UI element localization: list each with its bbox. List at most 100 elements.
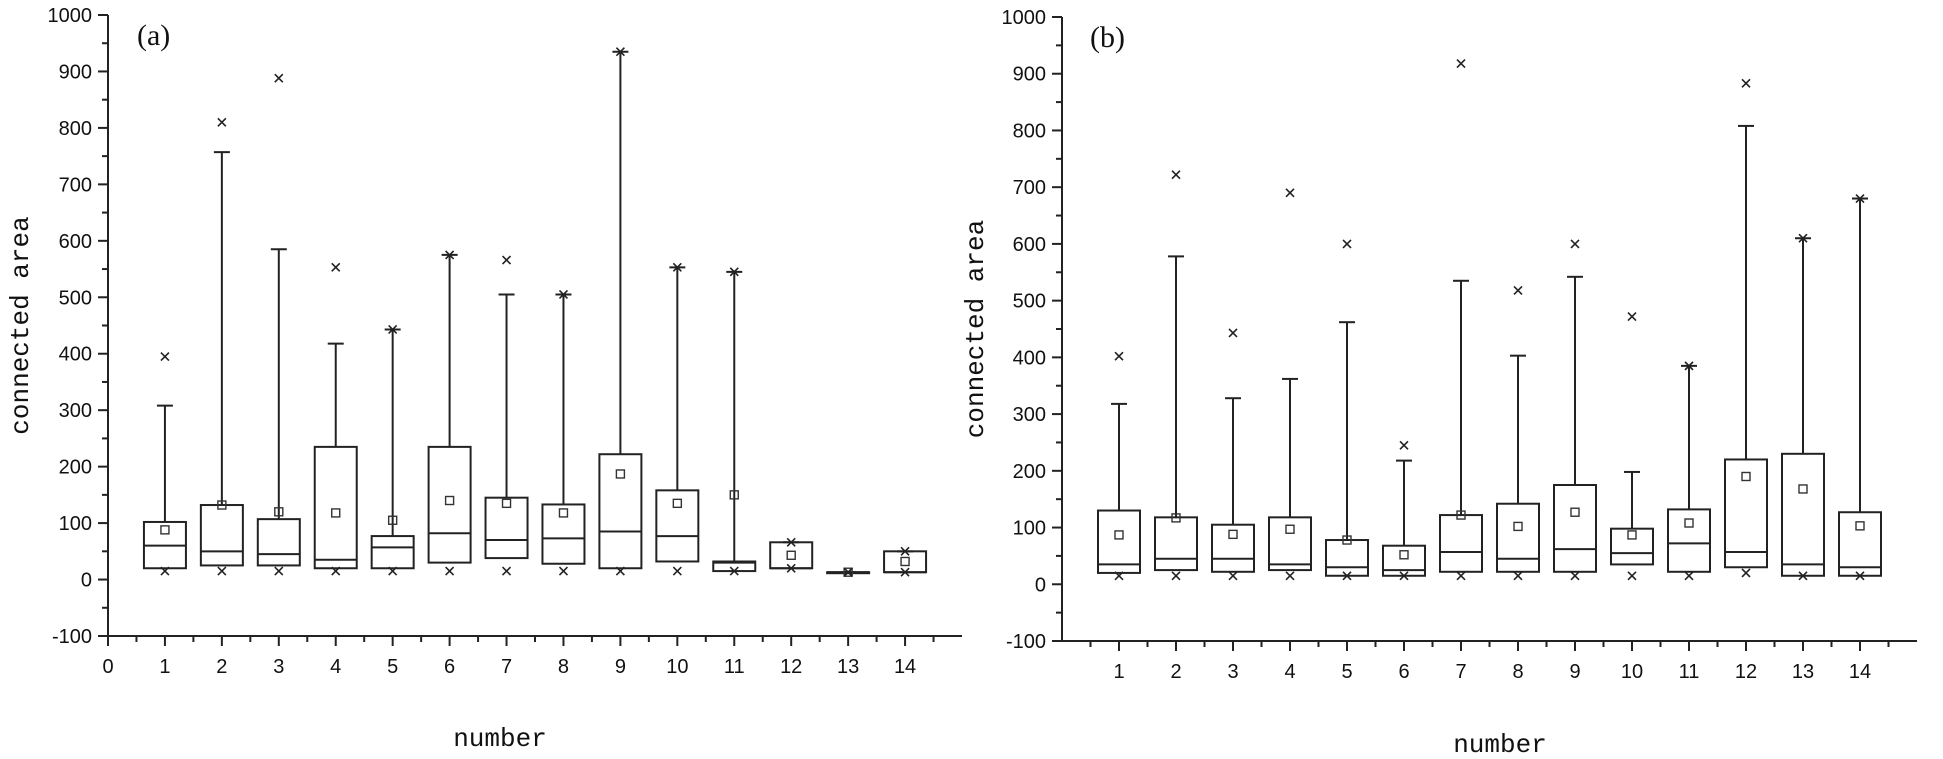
box-9 bbox=[598, 47, 643, 576]
x-tick-label: 7 bbox=[1455, 661, 1466, 683]
max-marker bbox=[1456, 58, 1466, 69]
box-2 bbox=[1154, 170, 1198, 581]
min-marker bbox=[1855, 571, 1865, 581]
x-tick-label: 0 bbox=[102, 656, 113, 678]
mean-marker bbox=[217, 500, 227, 510]
mean-marker bbox=[501, 498, 512, 509]
max-marker bbox=[1570, 239, 1580, 249]
max-marker bbox=[1513, 285, 1523, 295]
y-tick-label: 400 bbox=[59, 344, 92, 366]
x-tick-label: 6 bbox=[444, 656, 455, 678]
max-marker bbox=[1342, 239, 1352, 249]
min-marker bbox=[217, 566, 227, 576]
y-axis-title: connected area bbox=[961, 220, 991, 438]
x-tick-label: 5 bbox=[387, 656, 398, 678]
x-tick-label: 12 bbox=[1735, 661, 1757, 683]
box-8 bbox=[1496, 285, 1540, 581]
x-tick-label: 8 bbox=[1512, 661, 1523, 683]
mean-marker bbox=[900, 556, 910, 567]
mean-marker bbox=[444, 495, 455, 506]
mean-marker bbox=[1285, 524, 1295, 534]
box-7 bbox=[1439, 58, 1483, 581]
max-marker bbox=[160, 351, 170, 362]
max-marker bbox=[558, 289, 569, 300]
x-tick-label: 14 bbox=[894, 656, 916, 678]
min-marker bbox=[1684, 571, 1694, 581]
box-body bbox=[199, 504, 244, 567]
min-marker bbox=[1285, 571, 1295, 581]
y-tick-label: 500 bbox=[59, 287, 92, 309]
mean-marker bbox=[274, 507, 284, 517]
panel-label: (a) bbox=[137, 19, 170, 52]
min-marker bbox=[1627, 571, 1637, 581]
box-5 bbox=[1325, 239, 1369, 581]
box-3 bbox=[256, 73, 301, 576]
max-marker bbox=[501, 255, 512, 265]
x-tick-label: 2 bbox=[1170, 661, 1181, 683]
x-tick-label: 7 bbox=[501, 656, 512, 678]
x-tick-label: 8 bbox=[558, 656, 569, 678]
y-tick-label: 0 bbox=[81, 570, 92, 592]
min-marker bbox=[1741, 568, 1751, 578]
x-tick-label: 9 bbox=[1569, 661, 1580, 683]
box-body bbox=[484, 496, 529, 560]
box-body bbox=[1268, 516, 1312, 572]
mean-marker bbox=[843, 567, 853, 577]
max-marker bbox=[274, 73, 284, 83]
y-tick-label: 500 bbox=[1013, 291, 1046, 313]
box-body bbox=[541, 503, 586, 565]
box-body bbox=[370, 535, 415, 570]
y-tick-label: 300 bbox=[59, 400, 92, 422]
min-marker bbox=[274, 566, 284, 576]
min-marker bbox=[388, 566, 398, 576]
mean-marker bbox=[1399, 550, 1409, 560]
min-marker bbox=[331, 566, 341, 576]
box-body bbox=[883, 550, 928, 574]
y-tick-label: 600 bbox=[1013, 234, 1046, 256]
y-tick-label: 900 bbox=[1013, 64, 1046, 86]
box-body bbox=[1610, 527, 1654, 566]
x-tick-label: 2 bbox=[216, 656, 227, 678]
box-6 bbox=[1382, 440, 1426, 581]
box-14 bbox=[1838, 193, 1882, 581]
min-marker bbox=[1171, 571, 1181, 581]
box-body bbox=[1496, 502, 1540, 573]
min-marker bbox=[1399, 571, 1409, 581]
min-marker bbox=[1513, 571, 1523, 581]
min-marker bbox=[160, 566, 170, 576]
box-body bbox=[1439, 514, 1483, 573]
mean-marker bbox=[387, 515, 398, 525]
mean-marker bbox=[1684, 518, 1694, 528]
y-tick-label: 100 bbox=[1013, 518, 1046, 540]
y-tick-label: 0 bbox=[1035, 574, 1046, 596]
max-marker bbox=[615, 47, 625, 57]
x-tick-label: 11 bbox=[1679, 661, 1700, 683]
box-body bbox=[769, 541, 814, 570]
box-body bbox=[1097, 509, 1141, 574]
x-tick-label: 12 bbox=[780, 656, 802, 678]
x-tick-label: 4 bbox=[330, 656, 341, 678]
box-body bbox=[1154, 516, 1198, 572]
mean-marker bbox=[1171, 513, 1181, 523]
mean-marker bbox=[729, 490, 739, 500]
box-body bbox=[256, 518, 301, 567]
box-11 bbox=[712, 267, 757, 576]
box-body bbox=[1553, 484, 1597, 573]
x-tick-label: 10 bbox=[666, 656, 688, 678]
y-tick-label: 300 bbox=[1013, 404, 1046, 426]
mean-marker bbox=[1342, 535, 1352, 545]
y-tick-label: 200 bbox=[1013, 461, 1046, 483]
box-4 bbox=[1268, 188, 1312, 581]
y-tick-label: 100 bbox=[59, 513, 92, 535]
box-body bbox=[1325, 539, 1369, 577]
y-tick-label: 800 bbox=[1013, 120, 1046, 142]
x-tick-label: 14 bbox=[1849, 661, 1871, 683]
min-marker bbox=[445, 566, 455, 576]
box-2 bbox=[199, 117, 244, 576]
box-body bbox=[598, 453, 643, 570]
box-7 bbox=[484, 255, 529, 576]
mean-marker bbox=[558, 508, 569, 518]
box-1 bbox=[1097, 351, 1141, 581]
